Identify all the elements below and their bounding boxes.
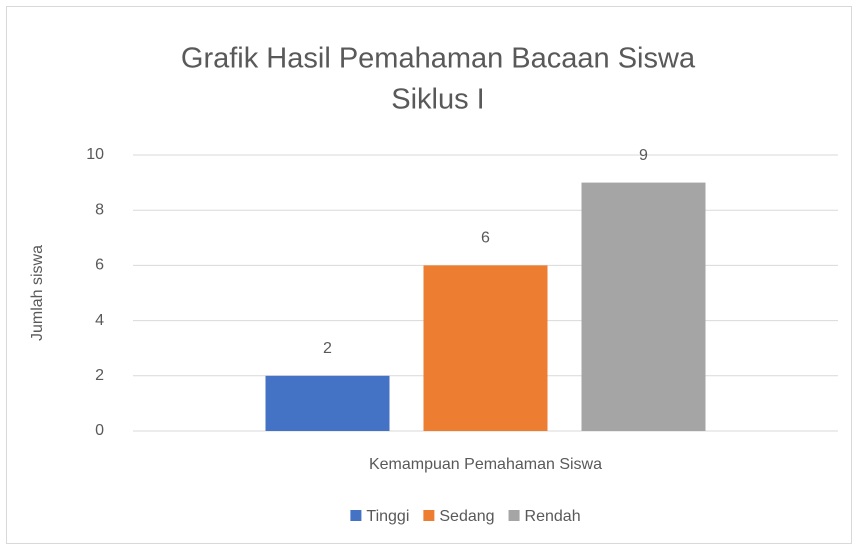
- data-label: 2: [323, 340, 332, 357]
- bar: [581, 182, 706, 431]
- y-tick-label: 8: [95, 201, 104, 218]
- y-tick-label: 6: [95, 257, 104, 274]
- legend-label: Rendah: [525, 508, 581, 525]
- legend-label: Tinggi: [366, 508, 409, 525]
- bar: [265, 375, 390, 431]
- data-label: 9: [639, 147, 648, 164]
- chart-title: Grafik Hasil Pemahaman Bacaan Siswa: [181, 43, 696, 75]
- y-axis-label: Jumlah siswa: [29, 245, 46, 341]
- legend-label: Sedang: [439, 508, 494, 525]
- legend-swatch: [508, 510, 520, 521]
- data-label: 6: [481, 230, 490, 247]
- legend-swatch: [423, 510, 435, 521]
- y-tick-label: 10: [86, 146, 104, 163]
- bar: [423, 265, 548, 431]
- y-tick-label: 0: [95, 422, 104, 439]
- chart-title: Siklus I: [391, 84, 484, 116]
- y-tick-label: 4: [95, 312, 104, 329]
- y-tick-label: 2: [95, 367, 104, 384]
- legend-swatch: [350, 510, 362, 521]
- x-tick-label: Kemampuan Pemahaman Siswa: [369, 456, 602, 473]
